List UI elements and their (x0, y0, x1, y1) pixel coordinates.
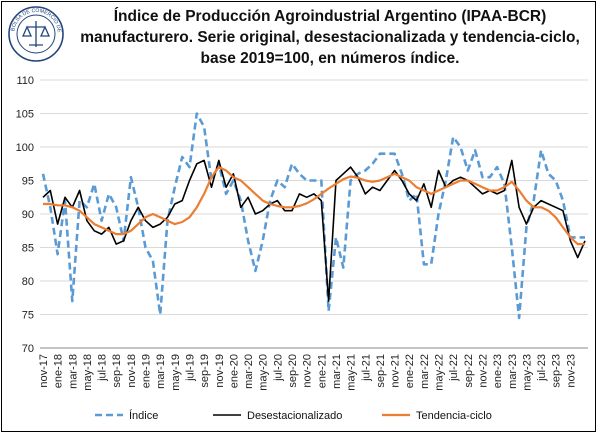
series-lines (41, 112, 586, 320)
legend-label: Tendencia-ciclo (416, 410, 492, 422)
x-tick-label: jul-23 (536, 354, 548, 382)
x-tick-label: may-21 (346, 354, 358, 391)
x-tick-label: jul-20 (272, 354, 284, 382)
x-tick-label: nov-21 (390, 354, 402, 388)
legend-label: Índice (129, 409, 158, 422)
x-tick-label: nov-23 (565, 354, 577, 388)
y-axis-ticks: 70 75 80 85 90 95 100 105 110 (16, 75, 34, 355)
x-tick-label: may-20 (258, 354, 270, 391)
legend: Índice Desestacionalizado Tendencia-ciclo (95, 409, 492, 422)
y-tick-label: 100 (16, 142, 34, 154)
x-tick-label: nov-20 (302, 354, 314, 388)
x-tick-label: mar-21 (331, 354, 343, 389)
x-tick-label: mar-19 (155, 354, 167, 389)
x-tick-label: sep-21 (375, 354, 387, 388)
gridlines (40, 79, 588, 349)
x-tick-label: nov-22 (477, 354, 489, 388)
title-line-3: base 2019=100, en números índice. (200, 50, 460, 67)
x-tick-label: mar-23 (507, 354, 519, 389)
legend-label: Desestacionalizado (247, 410, 342, 422)
series-line-desestacionalizado (42, 159, 586, 302)
y-tick-label: 95 (22, 176, 34, 188)
series-line--ndice (41, 112, 585, 320)
y-tick-label: 105 (16, 109, 34, 121)
title-line-1: Índice de Producción Agroindustrial Arge… (113, 8, 547, 25)
y-tick-label: 85 (22, 243, 34, 255)
chart-title: Índice de Producción Agroindustrial Arge… (70, 6, 590, 69)
x-tick-label: mar-20 (243, 354, 255, 389)
x-tick-label: jul-21 (360, 354, 372, 382)
x-tick-label: may-22 (434, 354, 446, 391)
series-line-tendencia-ciclo (43, 166, 585, 246)
x-tick-label: ene-19 (141, 354, 153, 388)
y-tick-label: 110 (16, 75, 34, 87)
x-tick-label: may-23 (521, 354, 533, 391)
x-tick-label: may-18 (82, 354, 94, 391)
logo: BOLSA DE COMERCIO DE ROSARIO (7, 5, 64, 62)
x-tick-label: nov-17 (38, 354, 50, 388)
x-tick-label: nov-18 (126, 354, 138, 388)
title-line-2: manufacturero. Serie original, desestaci… (80, 29, 580, 46)
x-tick-label: may-19 (170, 354, 182, 391)
x-tick-label: ene-23 (492, 354, 504, 388)
x-tick-label: mar-22 (419, 354, 431, 389)
y-tick-label: 70 (22, 343, 34, 355)
x-tick-label: sep-22 (463, 354, 475, 388)
x-tick-label: jul-18 (97, 354, 109, 382)
x-tick-label: sep-23 (551, 354, 563, 388)
x-tick-label: sep-18 (111, 354, 123, 388)
y-tick-label: 75 (22, 310, 34, 322)
x-tick-label: jul-19 (184, 354, 196, 382)
x-tick-label: jul-22 (448, 354, 460, 382)
y-tick-label: 90 (22, 209, 34, 221)
x-axis-ticks: nov-17 ene-18 mar-18 may-18 jul-18 sep-18 nov-… (38, 354, 577, 391)
y-tick-label: 80 (22, 276, 34, 288)
x-tick-label: ene-21 (316, 354, 328, 388)
x-tick-label: sep-20 (287, 354, 299, 388)
x-tick-label: sep-19 (199, 354, 211, 388)
x-tick-label: ene-18 (53, 354, 65, 388)
x-tick-label: ene-20 (228, 354, 240, 388)
x-tick-label: nov-19 (214, 354, 226, 388)
x-tick-label: ene-22 (404, 354, 416, 388)
x-tick-label: mar-18 (67, 354, 79, 389)
